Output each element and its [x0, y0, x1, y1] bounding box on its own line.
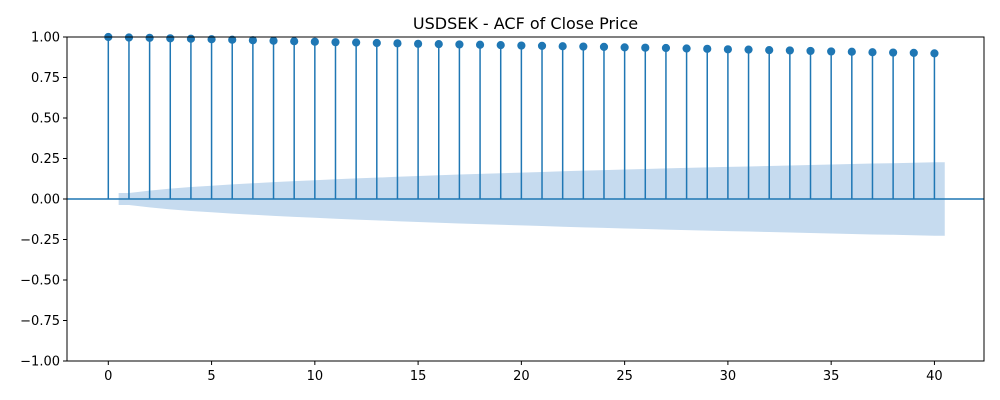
x-tick-label: 10	[307, 369, 324, 384]
acf-point-lag-18	[475, 40, 485, 49]
y-tick-label: −0.75	[20, 314, 60, 329]
acf-point-lag-28	[682, 44, 691, 53]
x-tick-label: 40	[926, 369, 943, 384]
acf-point-lag-39	[909, 48, 918, 57]
acf-point-lag-24	[599, 42, 609, 51]
y-tick-label: 1.00	[31, 31, 60, 46]
y-tick-label: −1.00	[20, 355, 60, 370]
acf-point-lag-21	[537, 41, 547, 51]
acf-point-lag-4	[186, 34, 196, 43]
acf-point-lag-9	[290, 37, 299, 46]
acf-point-lag-20	[517, 41, 526, 50]
y-tick-label: 0.00	[31, 193, 60, 208]
acf-point-lag-31	[744, 45, 753, 54]
acf-point-lag-8	[269, 36, 278, 45]
acf-point-lag-10	[310, 37, 319, 46]
acf-point-lag-26	[641, 43, 650, 52]
y-tick-label: −0.25	[20, 233, 60, 248]
acf-point-lag-40	[930, 49, 939, 58]
acf-point-lag-15	[414, 39, 423, 48]
acf-point-lag-12	[352, 38, 361, 47]
acf-point-lag-37	[868, 48, 877, 57]
acf-point-lag-6	[228, 35, 237, 44]
x-tick-label: 15	[410, 369, 427, 384]
acf-point-lag-17	[455, 40, 464, 49]
acf-point-lag-16	[434, 40, 443, 49]
chart-title: USDSEK - ACF of Close Price	[413, 14, 638, 33]
acf-point-lag-25	[620, 43, 629, 52]
acf-point-lag-36	[847, 47, 856, 56]
x-tick-label: 5	[207, 369, 215, 384]
acf-point-lag-19	[496, 41, 505, 50]
x-tick-label: 25	[616, 369, 633, 384]
x-tick-label: 30	[720, 369, 737, 384]
acf-point-lag-22	[558, 42, 567, 51]
x-tick-label: 0	[104, 369, 112, 384]
acf-point-lag-34	[806, 46, 815, 56]
acf-point-lag-29	[703, 44, 712, 53]
acf-point-lag-2	[145, 33, 154, 42]
y-tick-label: 0.50	[31, 112, 60, 127]
y-tick-label: 0.75	[31, 71, 60, 86]
y-tick-label: 0.25	[31, 152, 60, 167]
plot-area: 0 5 10 15 20 25 30 35 40 1.00 0.75 0.50 0.25 0.00 −0.2…	[20, 31, 985, 384]
acf-point-lag-11	[331, 38, 340, 47]
acf-point-lag-13	[372, 38, 381, 48]
acf-point-lag-33	[785, 46, 794, 55]
x-tick-label: 35	[823, 369, 840, 384]
acf-point-lag-38	[889, 48, 898, 57]
acf-point-lag-32	[765, 46, 774, 55]
acf-point-lag-14	[393, 39, 402, 48]
x-tick-label: 20	[513, 369, 530, 384]
acf-point-lag-23	[579, 42, 588, 51]
y-tick-label: −0.50	[20, 274, 60, 289]
acf-point-lag-35	[827, 47, 836, 56]
acf-point-lag-27	[661, 43, 671, 53]
acf-point-lag-30	[723, 45, 733, 54]
acf-point-lag-7	[248, 36, 257, 45]
acf-point-lag-3	[166, 34, 175, 43]
